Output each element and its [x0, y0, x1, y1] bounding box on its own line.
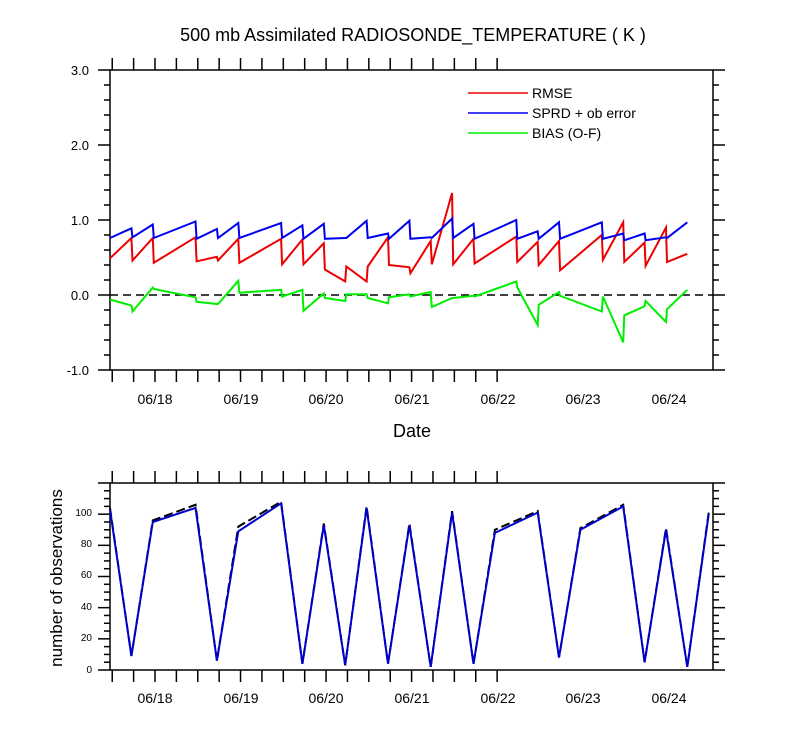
top-y-tick-label: 0.0 [71, 288, 89, 303]
series-line-bias [109, 278, 688, 343]
series-line-rmse [109, 192, 688, 284]
top-x-tick-label: 06/19 [223, 391, 258, 407]
top-y-tick-labels: 3.0 2.0 1.0 0.0 -1.0 [67, 63, 89, 378]
bottom-y-tick-label: 80 [81, 539, 93, 550]
top-y-axis-ticks [98, 69, 725, 371]
bottom-y-tick-label: 0 [86, 665, 92, 676]
top-x-tick-label: 06/18 [137, 391, 172, 407]
bottom-plot-area [98, 471, 725, 682]
top-x-tick-label: 06/22 [480, 391, 515, 407]
series-line-sprd [109, 216, 688, 242]
bottom-y-tick-label: 20 [81, 633, 93, 644]
top-x-tick-label: 06/20 [308, 391, 343, 407]
top-x-tick-labels: 06/18 06/19 06/20 06/21 06/22 06/23 06/2… [137, 391, 686, 407]
bottom-x-tick-label: 06/18 [137, 690, 172, 706]
bottom-y-tick-labels: 100 80 60 40 20 0 [75, 508, 92, 676]
top-y-tick-label: 3.0 [71, 63, 89, 78]
bottom-x-axis-ticks [111, 471, 498, 682]
chart-title: 500 mb Assimilated RADIOSONDE_TEMPERATUR… [180, 25, 646, 46]
legend-label-bias: BIAS (O-F) [532, 125, 601, 141]
bottom-x-tick-label: 06/24 [651, 690, 686, 706]
y-axis-label-observations: number of observations [47, 489, 66, 667]
bottom-x-tick-labels: 06/18 06/19 06/20 06/21 06/22 06/23 06/2… [137, 690, 686, 706]
bottom-plot-frame [109, 482, 714, 671]
top-x-tick-label: 06/21 [394, 391, 429, 407]
bottom-x-tick-label: 06/20 [308, 690, 343, 706]
top-y-tick-label: -1.0 [67, 363, 89, 378]
bottom-y-tick-label: 40 [81, 602, 93, 613]
top-x-axis-ticks [111, 58, 498, 382]
legend: RMSE SPRD + ob error BIAS (O-F) [468, 85, 636, 141]
bottom-y-tick-label: 60 [81, 570, 93, 581]
bottom-x-tick-label: 06/21 [394, 690, 429, 706]
top-y-tick-label: 2.0 [71, 138, 89, 153]
bottom-y-tick-label: 100 [75, 508, 92, 519]
bottom-x-tick-label: 06/22 [480, 690, 515, 706]
bottom-y-axis-ticks [98, 482, 725, 671]
legend-label-rmse: RMSE [532, 85, 572, 101]
top-y-tick-label: 1.0 [71, 213, 89, 228]
x-axis-label: Date [393, 421, 431, 441]
top-x-tick-label: 06/23 [565, 391, 600, 407]
bottom-x-tick-label: 06/23 [565, 690, 600, 706]
legend-label-sprd: SPRD + ob error [532, 105, 636, 121]
top-plot-area: RMSE SPRD + ob error BIAS (O-F) [98, 58, 725, 382]
top-x-tick-label: 06/24 [651, 391, 686, 407]
series-line-assimilated-observations [109, 501, 710, 668]
bottom-x-tick-label: 06/19 [223, 690, 258, 706]
